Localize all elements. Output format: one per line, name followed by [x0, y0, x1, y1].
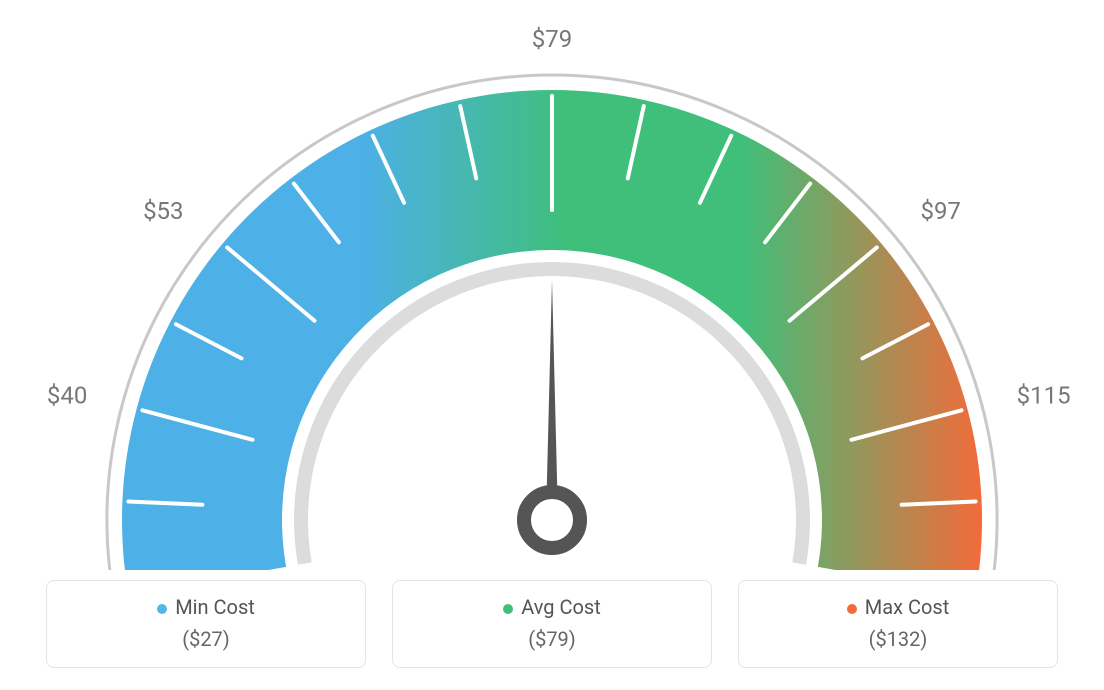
- gauge-chart: $27$40$53$79$97$115$132: [32, 10, 1072, 570]
- svg-text:$40: $40: [47, 382, 87, 410]
- legend-avg-label: Avg Cost: [521, 595, 601, 619]
- legend-max-cost: Max Cost ($132): [738, 580, 1058, 668]
- svg-text:$115: $115: [1017, 382, 1071, 410]
- gauge-container: $27$40$53$79$97$115$132: [30, 10, 1074, 570]
- legend-min-value: ($27): [47, 627, 365, 651]
- svg-text:$97: $97: [920, 197, 960, 225]
- cost-gauge-widget: $27$40$53$79$97$115$132 Min Cost ($27) A…: [0, 0, 1104, 690]
- legend-min-dot: [157, 604, 167, 614]
- svg-text:$53: $53: [143, 197, 183, 225]
- legend-avg-value: ($79): [393, 627, 711, 651]
- legend-max-label: Max Cost: [865, 595, 950, 619]
- svg-text:$79: $79: [532, 25, 572, 53]
- legend-min-label-row: Min Cost: [47, 595, 365, 619]
- legend-max-label-row: Max Cost: [739, 595, 1057, 619]
- legend-row: Min Cost ($27) Avg Cost ($79) Max Cost (…: [30, 580, 1074, 668]
- legend-max-value: ($132): [739, 627, 1057, 651]
- legend-avg-label-row: Avg Cost: [393, 595, 711, 619]
- legend-min-label: Min Cost: [175, 595, 255, 619]
- legend-max-dot: [847, 604, 857, 614]
- legend-avg-cost: Avg Cost ($79): [392, 580, 712, 668]
- legend-avg-dot: [503, 604, 513, 614]
- legend-min-cost: Min Cost ($27): [46, 580, 366, 668]
